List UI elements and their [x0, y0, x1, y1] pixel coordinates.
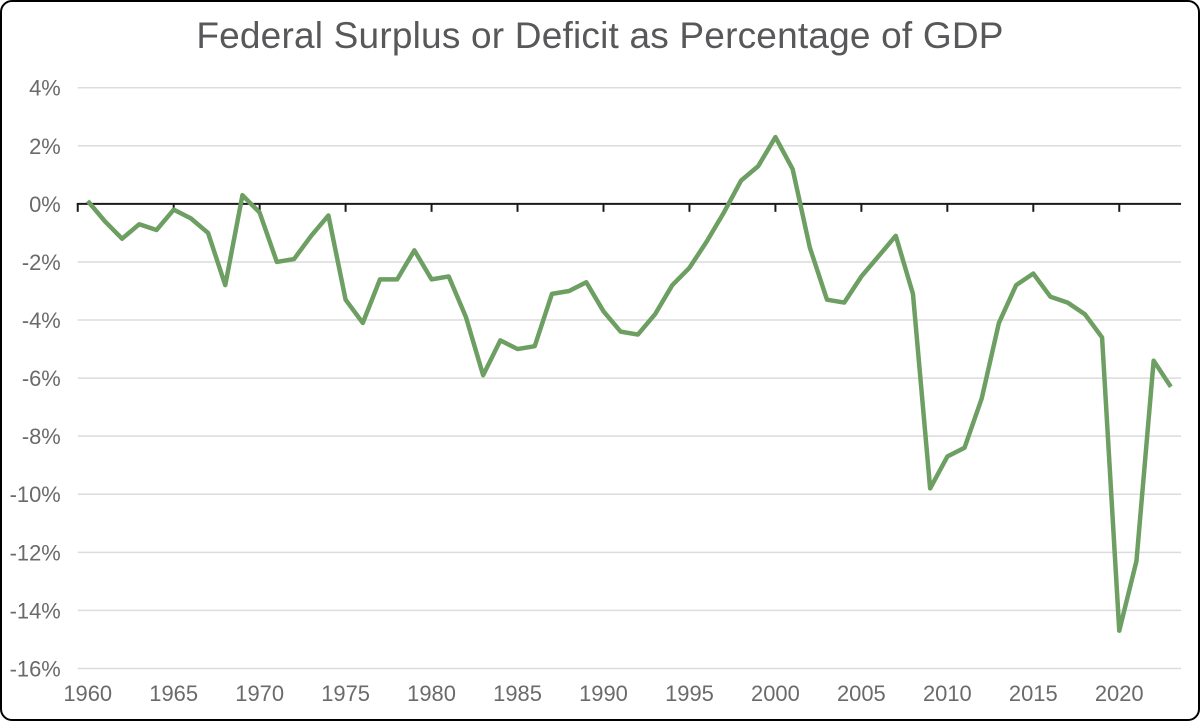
y-tick-label: -4%: [22, 308, 61, 333]
x-tick-label: 2005: [837, 681, 886, 706]
y-tick-label: -12%: [10, 540, 61, 565]
x-tick-label: 1970: [235, 681, 284, 706]
x-tick-label: 1960: [63, 681, 112, 706]
y-tick-label: -16%: [10, 656, 61, 681]
y-tick-label: -10%: [10, 482, 61, 507]
y-tick-label: 4%: [29, 76, 61, 101]
y-tick-label: 2%: [29, 134, 61, 159]
y-axis-labels: 4% 2% 0% -2% -4% -6% -8% -10% -12% -14% -16%: [10, 76, 61, 682]
data-series: [85, 134, 1173, 633]
x-tick-label: 2020: [1095, 681, 1144, 706]
y-tick-label: 0%: [29, 192, 61, 217]
x-tick-label: 2010: [923, 681, 972, 706]
x-tick-label: 1990: [579, 681, 628, 706]
x-tick-label: 2015: [1009, 681, 1058, 706]
y-tick-label: -2%: [22, 250, 61, 275]
x-tick-label: 1980: [407, 681, 456, 706]
x-tick-label: 1965: [149, 681, 198, 706]
y-tick-label: -6%: [22, 366, 61, 391]
x-tick-label: 1975: [321, 681, 370, 706]
x-tick-label: 1995: [665, 681, 714, 706]
gridlines: [77, 86, 1182, 670]
y-tick-label: -14%: [10, 598, 61, 623]
zero-axis: [76, 202, 1182, 212]
deficit-series-line: [85, 134, 1173, 633]
x-axis-labels: 1960 1965 1970 1975 1980 1985 1990 1995 2000 2005…: [63, 681, 1143, 706]
x-tick-label: 1985: [493, 681, 542, 706]
y-tick-label: -8%: [22, 424, 61, 449]
x-tick-label: 2000: [751, 681, 800, 706]
